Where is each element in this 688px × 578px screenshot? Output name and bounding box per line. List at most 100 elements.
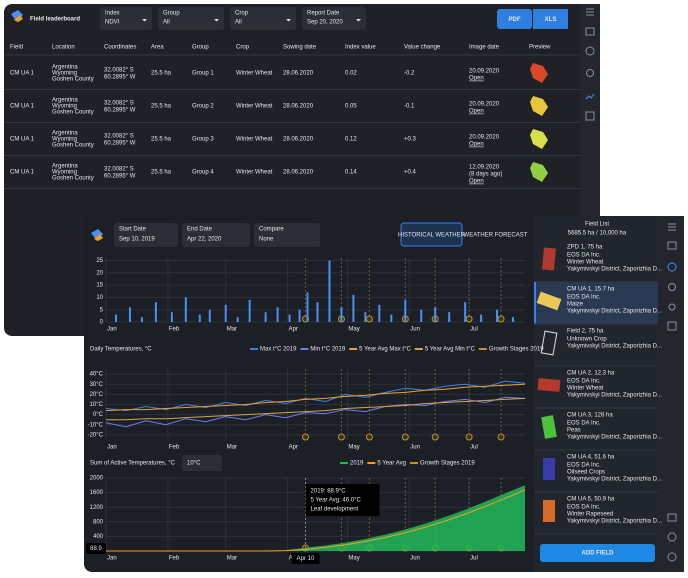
item-detail: Yakymivskyi District, Zaporizhia D... xyxy=(567,267,662,273)
cell: 20.09.2020 xyxy=(469,69,500,75)
open-link[interactable]: Open xyxy=(469,179,484,185)
cell: Group 2 xyxy=(192,104,214,110)
cursor-x-label xyxy=(291,553,320,564)
legend-label: 2019 xyxy=(350,461,364,467)
filter-select[interactable] xyxy=(158,7,224,30)
x-tick-label: May xyxy=(348,327,359,333)
precip-bar xyxy=(288,314,291,322)
y-tick-label: 15 xyxy=(96,283,103,289)
column-header: Field xyxy=(10,45,23,51)
y-tick-label: 1200 xyxy=(90,505,104,511)
precip-bar xyxy=(480,314,483,322)
precip-bar xyxy=(420,309,423,322)
filter-select[interactable] xyxy=(302,7,366,30)
growth-stage xyxy=(365,433,373,441)
preview xyxy=(530,63,548,83)
item-detail: Yakymivskyi District, Zaporizhia D... xyxy=(567,477,662,483)
field-shape[interactable] xyxy=(543,500,555,522)
filter-label: Report Date xyxy=(307,11,340,17)
filter-value: All xyxy=(235,20,242,26)
y-tick-label: 2000 xyxy=(90,476,104,482)
cursor-y-text: 88.9 xyxy=(90,546,102,552)
button-label: XLS xyxy=(545,17,557,23)
chart-title: Daily Temperatures, °C xyxy=(90,347,152,353)
cell: Winter Wheat xyxy=(236,104,273,110)
legend-label: Growth Stages 2019 xyxy=(489,347,544,353)
cell: Winter Wheat xyxy=(236,170,273,176)
filter-value: All xyxy=(163,20,170,26)
control-value: Sep 10, 2019 xyxy=(119,237,155,243)
control-label: Start Date xyxy=(119,227,147,233)
precip-bar xyxy=(224,304,227,322)
cell: Group 3 xyxy=(192,137,214,143)
filter-select[interactable] xyxy=(100,7,152,30)
item-name: CM UA 2, 12.3 ha xyxy=(567,371,615,377)
filter-label: Group xyxy=(163,11,180,17)
control-label: End Date xyxy=(187,227,213,233)
growth-stage xyxy=(431,433,439,441)
threshold-select[interactable] xyxy=(182,455,222,471)
cell: 32.0082° S xyxy=(104,101,134,107)
tab-label: WEATHER FORECAST xyxy=(464,233,528,239)
cell: 28.06.2020 xyxy=(283,71,314,77)
precip-bar xyxy=(306,292,309,322)
date-select[interactable] xyxy=(254,223,320,247)
field-shape[interactable] xyxy=(541,415,557,439)
cell: 60.2895° W xyxy=(104,141,136,147)
item-name: CM UA 3, 128 ha xyxy=(567,413,613,419)
y-tick-label: 20°C xyxy=(90,392,104,398)
legend-label: Growth Stages 2019 xyxy=(420,461,475,467)
x-tick-label: Apr xyxy=(289,445,298,451)
field-shape[interactable] xyxy=(536,291,562,311)
value-change: -0.2 xyxy=(404,71,415,77)
y-tick-label: -10°C xyxy=(88,422,104,428)
side-icons xyxy=(667,223,677,562)
column-header: Image date xyxy=(469,45,500,51)
export-button[interactable] xyxy=(497,9,532,29)
y-tick-label: 5 xyxy=(100,307,104,313)
tab[interactable] xyxy=(400,222,463,247)
side-bar xyxy=(660,216,684,572)
item-detail: Yakymivskyi District, Zaporizhia D... xyxy=(567,309,662,315)
y-tick-label: -20°C xyxy=(88,433,104,439)
series-line xyxy=(106,397,526,421)
control-value: None xyxy=(259,237,274,243)
date-select[interactable] xyxy=(182,223,250,247)
legend-label: Max t°C 2019 xyxy=(260,347,297,353)
item-detail: Peas xyxy=(567,428,581,434)
field-shape[interactable] xyxy=(540,330,558,356)
field-shape[interactable] xyxy=(542,247,556,271)
cell: 60.2895° W xyxy=(104,108,136,114)
precip-bar xyxy=(404,299,407,322)
precip-bar xyxy=(496,309,499,322)
date-select[interactable] xyxy=(114,223,178,247)
precip-bar xyxy=(140,317,143,322)
precip-bar xyxy=(390,314,393,322)
precip-bar xyxy=(512,317,515,322)
cell: Wyoming xyxy=(52,170,77,176)
item-detail: Oilseed Crops xyxy=(567,470,605,476)
cell: (8 days ago) xyxy=(469,172,502,178)
legend-label: 5 Year Avg Min t°C xyxy=(425,347,476,353)
export-button[interactable] xyxy=(533,9,568,29)
y-tick-label: 30°C xyxy=(90,382,104,388)
field-shape[interactable] xyxy=(543,458,555,480)
open-link[interactable]: Open xyxy=(469,142,484,148)
open-link[interactable]: Open xyxy=(469,109,484,115)
control-value: Apr 22, 2020 xyxy=(187,237,222,243)
open-link[interactable]: Open xyxy=(469,76,484,82)
cell: CM UA 1 xyxy=(10,137,35,143)
logo xyxy=(11,10,103,241)
filter-select[interactable] xyxy=(230,7,296,30)
add-field-button[interactable] xyxy=(540,544,655,562)
precip-bar xyxy=(276,307,279,322)
cell: CM UA 1 xyxy=(10,104,35,110)
cell: Wyoming xyxy=(52,104,77,110)
precip-bar xyxy=(464,302,467,322)
tooltip-text: 2019: 88.9°C xyxy=(311,489,347,495)
y-tick-label: 10°C xyxy=(90,402,104,408)
field-shape[interactable] xyxy=(537,378,561,392)
precip-bar xyxy=(298,309,301,322)
item-detail: Unknown Crop xyxy=(567,337,607,343)
